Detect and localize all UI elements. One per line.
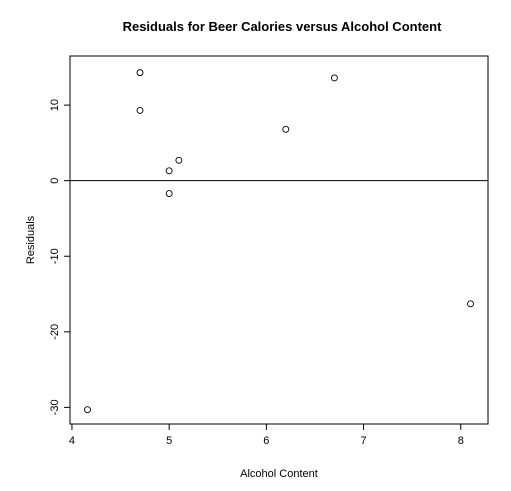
data-point — [136, 106, 144, 114]
data-point — [282, 125, 290, 133]
y-tick-label: -20 — [49, 324, 61, 340]
y-tick-label: -30 — [49, 399, 61, 415]
data-point — [84, 406, 91, 414]
chart-title: Residuals for Beer Calories versus Alcoh… — [123, 19, 442, 34]
data-point — [136, 69, 144, 77]
data-point — [330, 74, 338, 82]
x-tick-label: 6 — [263, 435, 269, 447]
y-tick-label: 0 — [49, 178, 61, 184]
data-point — [165, 190, 173, 197]
x-axis: 4 5 6 7 8 — [69, 424, 464, 447]
x-tick-label: 7 — [361, 435, 367, 447]
plot-frame — [69, 55, 489, 425]
data-points — [84, 69, 474, 414]
data-point — [165, 167, 173, 175]
x-axis-label: Alcohol Content — [240, 468, 318, 480]
y-axis-label: Residuals — [25, 215, 37, 264]
y-tick-label: 10 — [49, 99, 61, 111]
data-point — [467, 300, 474, 308]
data-point — [175, 156, 183, 164]
x-tick-label: 8 — [458, 435, 464, 447]
x-tick-label: 5 — [166, 435, 172, 447]
y-tick-label: -10 — [49, 248, 61, 264]
x-tick-label: 4 — [69, 435, 75, 447]
y-axis: -30 -20 -10 0 10 — [49, 99, 70, 415]
